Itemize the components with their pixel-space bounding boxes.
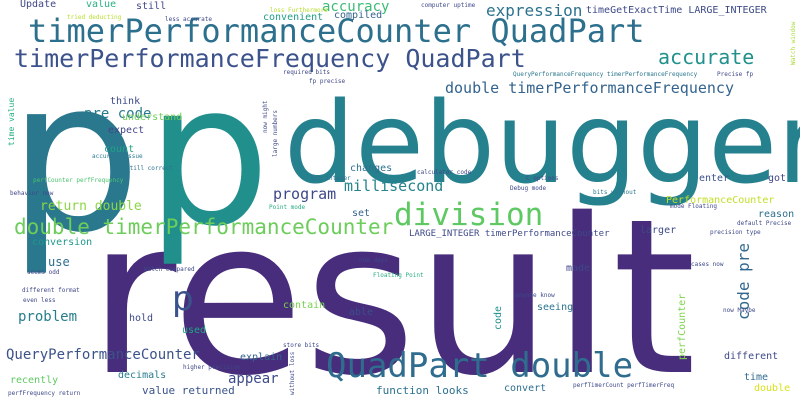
- cloud-word-even-less: even less: [23, 297, 56, 304]
- cloud-word-value: value: [86, 0, 117, 10]
- cloud-word-behavior-now: behavior now: [10, 190, 54, 197]
- cloud-word-millisecond: millisecond: [344, 177, 444, 195]
- cloud-word-perfcounter-perffrequency: perfCounter perfFrequency: [33, 177, 124, 184]
- cloud-word-anyone-know: anyone know: [515, 292, 555, 299]
- cloud-word-timerperformancefrequency-quadpart: timerPerformanceFrequency QuadPart: [14, 44, 526, 73]
- cloud-word-compiled: compiled: [334, 10, 383, 21]
- cloud-word-made: made: [566, 263, 591, 274]
- cloud-word-conversion: conversion: [32, 237, 93, 248]
- cloud-word-seems-odd: seems odd: [27, 269, 60, 276]
- cloud-word-double: double: [754, 383, 791, 394]
- cloud-word-different: different: [724, 351, 779, 362]
- cloud-word-understand: understand: [122, 112, 183, 123]
- cloud-word-double-timerperformancecounter: double timerPerformanceCounter: [14, 215, 394, 239]
- cloud-word-value-returned: value returned: [142, 384, 235, 397]
- cloud-word-contain: contain: [283, 300, 326, 311]
- cloud-word-problem: problem: [18, 309, 78, 325]
- cloud-word-now-days: now days: [359, 257, 388, 264]
- cloud-word-different-format: different format: [22, 287, 80, 294]
- cloud-word-computer-uptime: computer uptime: [421, 2, 476, 9]
- cloud-word-required-bits: required bits: [283, 69, 330, 76]
- cloud-word-code: code: [493, 305, 504, 330]
- cloud-word-fp-precise: fp precise: [309, 78, 346, 85]
- cloud-word-loss-furthermore: loss Furthermore: [270, 7, 328, 14]
- cloud-word-still-correct: still correct: [126, 165, 173, 172]
- cloud-word-queryperformancecounter: QueryPerformanceCounter: [6, 347, 200, 363]
- cloud-word-program: program: [273, 185, 337, 203]
- cloud-word-mode-floating: mode Floating: [670, 203, 717, 210]
- cloud-word-accurate: accurate: [658, 45, 755, 69]
- cloud-word-convenient: convenient: [263, 12, 324, 23]
- cloud-word-time: time: [744, 372, 769, 383]
- cloud-word-think: think: [110, 96, 141, 107]
- cloud-word-precision-type: precision type: [710, 229, 761, 236]
- cloud-word-expression: expression: [486, 1, 583, 20]
- cloud-word-use: use: [48, 255, 70, 269]
- cloud-word-c-options: C options: [526, 175, 559, 182]
- cloud-word-performancecounter: PerformanceCounter: [666, 195, 775, 206]
- cloud-word-accuracy: accuracy: [322, 0, 390, 15]
- cloud-word-update: Update: [20, 0, 57, 10]
- cloud-word-perfcounter: perfCounter: [677, 293, 688, 360]
- cloud-word-quadpart-double: QuadPart double: [326, 346, 634, 386]
- cloud-word-large-integer-timerperformancecounter: LARGE_INTEGER timerPerformanceCounter: [409, 229, 610, 239]
- cloud-word-large-numbers: large numbers: [272, 110, 279, 157]
- cloud-word-got: got: [768, 173, 787, 184]
- cloud-word-division: division: [394, 197, 544, 233]
- cloud-word-still: still: [136, 1, 167, 12]
- cloud-word-expect: expect: [108, 125, 145, 136]
- cloud-word-time-value: time value: [7, 97, 16, 146]
- cloud-word-floating-point: Floating Point: [373, 272, 424, 279]
- cloud-word-count: count: [104, 144, 135, 155]
- cloud-word-accuracy-issue: accuracy issue: [92, 153, 143, 160]
- cloud-word-p-large-2: p: [146, 42, 271, 270]
- cloud-word-bit-integer: bit integer: [311, 175, 351, 182]
- cloud-word-recently: recently: [10, 375, 59, 386]
- cloud-word-explain: explain: [240, 352, 283, 363]
- cloud-word-watch-window: Watch window: [790, 21, 797, 65]
- cloud-word-debug-mode: Debug mode: [510, 185, 547, 192]
- cloud-word-result: result: [88, 172, 697, 400]
- cloud-word-larger: larger: [640, 225, 677, 236]
- cloud-word-used: used: [182, 325, 207, 336]
- cloud-word-now-maybe: now Maybe: [723, 307, 756, 314]
- cloud-word-store-bits: store bits: [283, 342, 320, 349]
- cloud-word-enter: enter: [699, 173, 730, 184]
- cloud-word-default-precise: default Precise: [737, 220, 792, 227]
- cloud-word-p-large: p: [8, 34, 142, 279]
- cloud-word-appear: appear: [228, 371, 279, 387]
- cloud-word-hold: hold: [129, 313, 154, 324]
- cloud-word-function-looks: function looks: [376, 384, 469, 397]
- cloud-word-double-timerperformancefrequency: double timerPerformanceFrequency: [445, 79, 734, 97]
- cloud-word-timerperformancecounter-quadpart: timerPerformanceCounter QuadPart: [28, 12, 645, 50]
- cloud-word-watch-compared: Watch compared: [144, 266, 195, 273]
- cloud-word-calculator-code: calculator code: [417, 169, 472, 176]
- cloud-word-able: able: [349, 307, 374, 318]
- cloud-word-bits-without: bits without: [593, 189, 637, 196]
- cloud-word-now-might: now might: [262, 100, 269, 133]
- cloud-word-decimals: decimals: [118, 370, 167, 381]
- cloud-word-cases-now: cases now: [691, 261, 724, 268]
- cloud-word-changes: changes: [350, 163, 393, 174]
- cloud-word-set: set: [352, 208, 371, 219]
- cloud-word-pre-code: pre code: [84, 106, 152, 122]
- cloud-word-perftimercount-perftimerfreq: perfTimerCount perfTimerFreq: [573, 382, 675, 389]
- cloud-word-precise-fp: Precise fp: [717, 71, 754, 78]
- cloud-word-tried-deducting: tried deducting: [67, 14, 122, 21]
- cloud-word-perffrequency-return: perfFrequency return: [8, 390, 81, 397]
- cloud-word-higher-precision: higher precision: [183, 364, 241, 371]
- cloud-word-less-accurate: less accurate: [165, 16, 212, 23]
- cloud-word-p-medium: p: [172, 279, 194, 319]
- cloud-word-debugger: debugger: [284, 79, 800, 209]
- cloud-word-return-double: return double: [40, 199, 142, 214]
- cloud-word-point-mode: Point mode: [269, 204, 306, 211]
- cloud-word-queryperformancefrequency-timerperformancefrequency: QueryPerformanceFrequency timerPerforman…: [513, 71, 698, 78]
- cloud-word-timegetexacttime-large-integer: timeGetExactTime LARGE_INTEGER: [586, 5, 767, 16]
- cloud-word-without-loss: without loss: [289, 351, 296, 395]
- cloud-word-reason: reason: [758, 209, 795, 220]
- cloud-word-seeing: seeing: [537, 302, 574, 313]
- cloud-word-convert: convert: [504, 383, 547, 394]
